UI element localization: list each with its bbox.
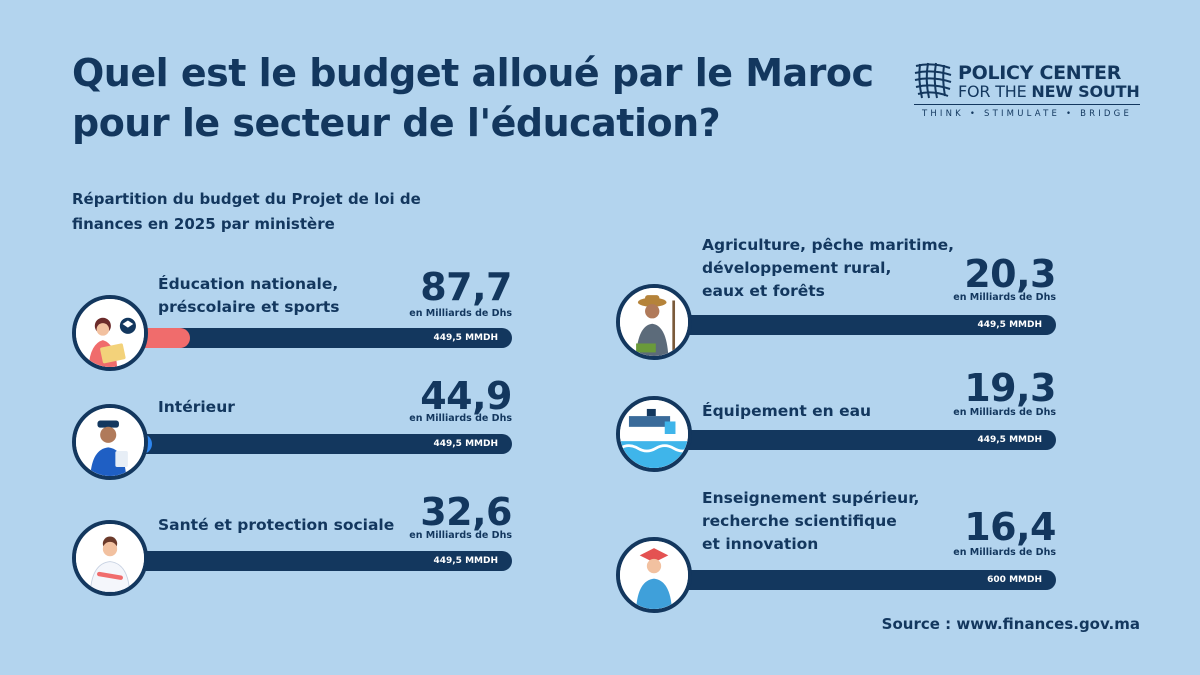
subtitle-line-2: finances en 2025 par ministère: [72, 215, 335, 233]
unit-label: en Milliards de Dhs: [409, 530, 512, 541]
value-label: 44,9: [420, 374, 512, 418]
police-officer-icon: [72, 404, 148, 480]
item-label: Agriculture, pêche maritime, développeme…: [702, 234, 954, 303]
label-line: et innovation: [702, 535, 819, 553]
budget-item: Éducation nationale, préscolaire et spor…: [72, 265, 512, 375]
graduate-icon: [616, 537, 692, 613]
source-note: Source : www.finances.gov.ma: [881, 615, 1140, 633]
label-line: Équipement en eau: [702, 402, 872, 420]
logo-name-line-1: POLICY CENTER: [958, 62, 1122, 84]
label-line: développement rural,: [702, 259, 892, 277]
unit-label: en Milliards de Dhs: [953, 292, 1056, 303]
budget-item: Agriculture, pêche maritime, développeme…: [616, 234, 1056, 360]
item-label: Équipement en eau: [702, 400, 871, 423]
item-label: Enseignement supérieur, recherche scient…: [702, 487, 919, 556]
value-label: 32,6: [420, 490, 512, 534]
bar-track: 449,5 MMDH: [112, 434, 512, 454]
budget-item: Santé et protection sociale 32,6 en Mill…: [72, 490, 512, 600]
water-tap-icon: [616, 396, 692, 472]
unit-label: en Milliards de Dhs: [409, 413, 512, 424]
title-line-1: Quel est le budget alloué par le Maroc: [72, 51, 874, 95]
label-line: Enseignement supérieur,: [702, 489, 920, 507]
globe-grid-icon: [914, 62, 952, 99]
bar-total-label: 449,5 MMDH: [977, 435, 1042, 445]
value-label: 20,3: [964, 252, 1056, 296]
unit-label: en Milliards de Dhs: [953, 547, 1056, 558]
bar-track: 449,5 MMDH: [112, 328, 512, 348]
value-label: 16,4: [964, 505, 1056, 549]
item-label: Intérieur: [158, 396, 235, 419]
bar-total-label: 449,5 MMDH: [977, 320, 1042, 330]
subtitle-line-1: Répartition du budget du Projet de loi d…: [72, 190, 421, 208]
page-title: Quel est le budget alloué par le Maroc p…: [72, 48, 874, 148]
label-line: Agriculture, pêche maritime,: [702, 236, 955, 254]
value-label: 87,7: [420, 265, 512, 309]
doctor-icon: [72, 520, 148, 596]
chart-subtitle: Répartition du budget du Projet de loi d…: [72, 187, 432, 237]
value-label: 19,3: [964, 366, 1056, 410]
policy-center-logo: POLICY CENTER FOR THE NEW SOUTH THINK • …: [908, 60, 1140, 122]
logo-name-bold: NEW SOUTH: [1031, 82, 1140, 101]
bar-track: 449,5 MMDH: [656, 430, 1056, 450]
item-label: Santé et protection sociale: [158, 514, 394, 537]
bar-track: 449,5 MMDH: [112, 551, 512, 571]
bar-total-label: 449,5 MMDH: [433, 439, 498, 449]
bar-total-label: 449,5 MMDH: [433, 556, 498, 566]
logo-tagline: THINK • STIMULATE • BRIDGE: [921, 109, 1133, 119]
farmer-icon: [616, 284, 692, 360]
label-line: Santé et protection sociale: [158, 516, 395, 534]
label-line: eaux et forêts: [702, 282, 825, 300]
title-line-2: pour le secteur de l'éducation?: [72, 101, 721, 145]
logo-name-prefix: FOR THE: [958, 82, 1032, 101]
budget-item: Intérieur 44,9 en Milliards de Dhs 449,5…: [72, 374, 512, 488]
label-line: recherche scientifique: [702, 512, 897, 530]
bar-track: 449,5 MMDH: [656, 315, 1056, 335]
bar-track: 600 MMDH: [656, 570, 1056, 590]
logo-name-line-2: FOR THE NEW SOUTH: [958, 82, 1140, 101]
item-label: Éducation nationale, préscolaire et spor…: [158, 273, 340, 319]
bar-total-label: 600 MMDH: [987, 575, 1042, 585]
teacher-icon: [72, 295, 148, 371]
label-line: Éducation nationale,: [158, 275, 339, 293]
budget-item: Équipement en eau 19,3 en Milliards de D…: [616, 366, 1056, 480]
logo-divider: [914, 104, 1140, 105]
label-line: préscolaire et sports: [158, 298, 340, 316]
bar-total-label: 449,5 MMDH: [433, 333, 498, 343]
budget-item: Enseignement supérieur, recherche scient…: [616, 487, 1056, 613]
unit-label: en Milliards de Dhs: [953, 407, 1056, 418]
unit-label: en Milliards de Dhs: [409, 308, 512, 319]
label-line: Intérieur: [158, 398, 235, 416]
